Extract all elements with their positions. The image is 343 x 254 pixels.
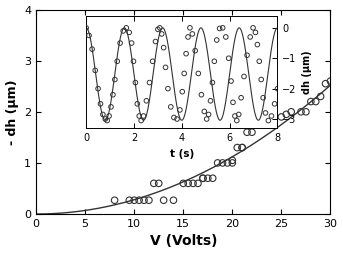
Point bbox=[220, 161, 225, 165]
Point bbox=[180, 181, 186, 185]
Point bbox=[195, 181, 201, 185]
Point bbox=[323, 82, 328, 86]
Point bbox=[171, 198, 176, 202]
Point bbox=[244, 130, 250, 134]
Point bbox=[131, 198, 137, 202]
Point bbox=[264, 115, 269, 119]
Point bbox=[205, 176, 211, 180]
Point bbox=[112, 198, 117, 202]
Point bbox=[210, 176, 215, 180]
Point bbox=[156, 181, 162, 185]
Point bbox=[200, 176, 206, 180]
Point bbox=[239, 146, 245, 150]
Point bbox=[284, 112, 289, 116]
Point bbox=[308, 100, 314, 104]
Point bbox=[318, 94, 323, 99]
Y-axis label: - dh (μm): - dh (μm) bbox=[5, 79, 19, 145]
Point bbox=[127, 198, 132, 202]
Point bbox=[269, 115, 274, 119]
Point bbox=[141, 198, 147, 202]
Point bbox=[288, 110, 294, 114]
Point bbox=[161, 198, 166, 202]
Point bbox=[328, 79, 333, 83]
Point bbox=[239, 146, 245, 150]
Point bbox=[215, 161, 220, 165]
Point bbox=[303, 110, 309, 114]
Point bbox=[200, 176, 206, 180]
Point bbox=[279, 115, 284, 119]
Point bbox=[259, 115, 264, 119]
Point bbox=[249, 130, 255, 134]
Point bbox=[186, 181, 191, 185]
Point bbox=[235, 146, 240, 150]
Point bbox=[190, 181, 196, 185]
Point bbox=[254, 115, 260, 119]
Point bbox=[298, 110, 304, 114]
Point bbox=[229, 161, 235, 165]
Point bbox=[313, 100, 318, 104]
Point bbox=[137, 198, 142, 202]
Point bbox=[225, 161, 230, 165]
Point bbox=[146, 198, 152, 202]
Point bbox=[151, 181, 157, 185]
Point bbox=[229, 158, 235, 162]
X-axis label: V (Volts): V (Volts) bbox=[150, 234, 217, 248]
